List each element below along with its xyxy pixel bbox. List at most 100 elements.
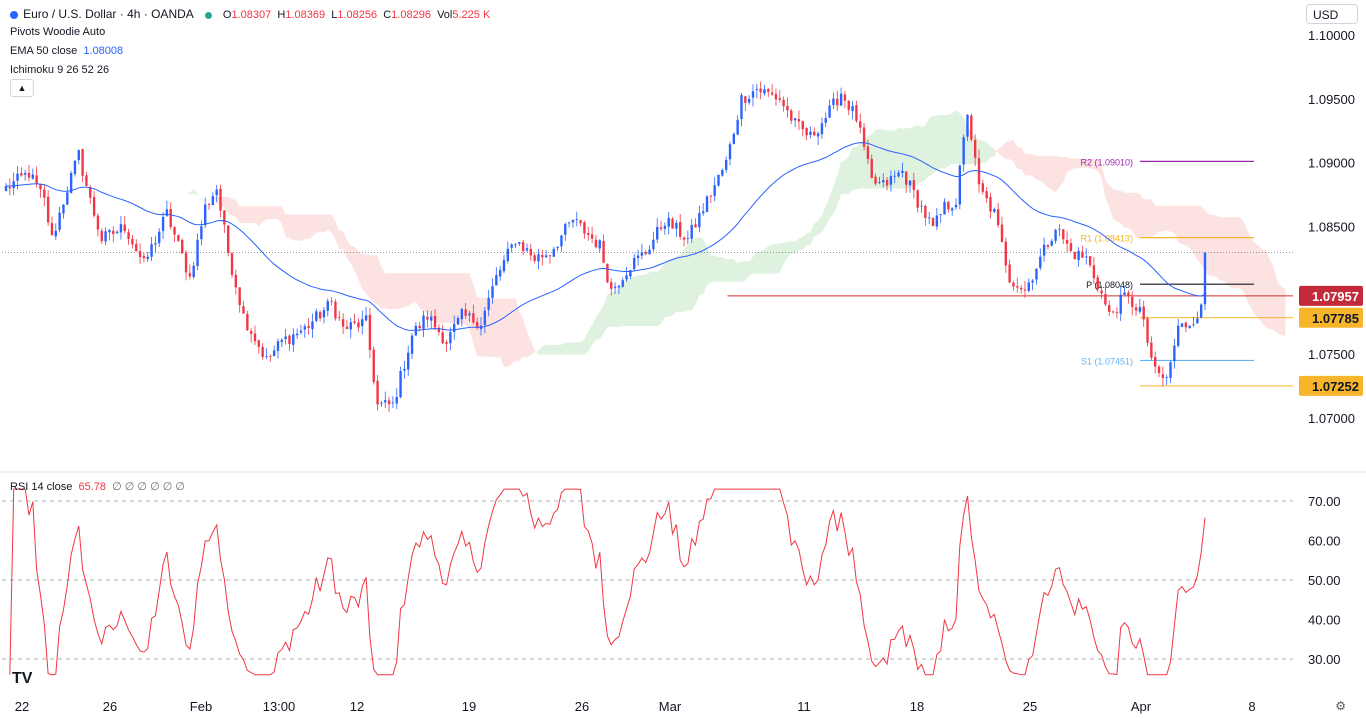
- candle-body: [1192, 324, 1195, 326]
- candle-body: [882, 180, 885, 183]
- candle-body: [1165, 377, 1168, 378]
- ichimoku-cloud-segment: [105, 180, 160, 203]
- candle-body: [349, 322, 352, 330]
- candle-body: [173, 227, 176, 235]
- candle-body: [667, 217, 670, 227]
- symbol-title[interactable]: Euro / U.S. Dollar · 4h · OANDA: [23, 7, 194, 21]
- candle-body: [671, 218, 674, 229]
- candle-body: [395, 397, 398, 404]
- candle-body: [816, 133, 820, 137]
- candle-body: [1023, 289, 1027, 291]
- candle-body: [813, 131, 816, 136]
- candle-body: [169, 209, 172, 228]
- candle-body: [897, 172, 900, 177]
- candle-body: [112, 230, 115, 235]
- candle-body: [441, 332, 444, 344]
- candle-body: [502, 260, 506, 272]
- price-axis-tick: 1.07000: [1308, 411, 1355, 426]
- candle-body: [223, 210, 226, 225]
- candle-body: [89, 186, 92, 198]
- candle-body: [475, 322, 479, 328]
- candle-body: [548, 255, 552, 257]
- candle-body: [518, 242, 521, 244]
- candle-body: [514, 244, 517, 246]
- candle-body: [663, 225, 667, 229]
- time-axis-tick: 12: [350, 699, 364, 714]
- candle-body: [1161, 374, 1165, 378]
- candle-body: [449, 332, 452, 344]
- candle-body: [556, 246, 559, 249]
- candle-body: [472, 313, 475, 323]
- candle-body: [1035, 268, 1038, 280]
- symbol-legend[interactable]: Euro / U.S. Dollar · 4h · OANDA O1.08307…: [10, 7, 490, 21]
- candle-body: [935, 215, 939, 227]
- candle-body: [885, 179, 889, 186]
- price-tag-label: 1.07252: [1312, 379, 1359, 394]
- rsi-legend[interactable]: RSI 14 close 65.78 ∅ ∅ ∅ ∅ ∅ ∅: [10, 481, 185, 493]
- candle-body: [583, 222, 586, 234]
- candle-body: [276, 341, 280, 351]
- candle-body: [23, 173, 27, 175]
- candle-body: [184, 252, 188, 273]
- candle-body: [154, 243, 157, 245]
- candle-body: [855, 105, 858, 121]
- currency-selector[interactable]: USD: [1306, 4, 1358, 24]
- candle-body: [1173, 345, 1176, 362]
- candle-body: [1154, 357, 1157, 367]
- candle-body: [763, 89, 766, 94]
- candle-body: [215, 189, 218, 196]
- candle-body: [705, 196, 709, 212]
- tradingview-logo[interactable]: TV: [12, 670, 33, 687]
- candle-body: [200, 226, 203, 240]
- candle-body: [238, 287, 241, 306]
- time-axis-tick: 26: [575, 699, 589, 714]
- candle-body: [893, 175, 896, 177]
- candle-body: [357, 322, 360, 328]
- candle-body: [1169, 362, 1172, 378]
- candle-body: [20, 173, 23, 176]
- candle-body: [196, 239, 199, 267]
- candle-body: [866, 146, 870, 159]
- candle-body: [797, 119, 801, 122]
- candle-body: [1188, 325, 1191, 329]
- candle-body: [261, 346, 264, 358]
- candle-body: [66, 192, 69, 205]
- candle-body: [96, 215, 100, 230]
- gear-icon[interactable]: ⚙: [1335, 699, 1346, 713]
- candle-body: [1054, 229, 1057, 241]
- candle-body: [939, 214, 942, 216]
- candle-body: [433, 316, 437, 328]
- candle-body: [587, 233, 590, 236]
- candle-body: [878, 181, 881, 183]
- indicator-ema[interactable]: EMA 50 close 1.08008: [10, 45, 124, 57]
- time-axis-tick: 19: [462, 699, 476, 714]
- time-axis-tick: 11: [797, 699, 811, 714]
- candle-body: [537, 254, 540, 262]
- candle-body: [759, 88, 762, 93]
- candle-body: [54, 230, 57, 237]
- indicator-pivots[interactable]: Pivots Woodie Auto: [10, 26, 106, 38]
- candle-body: [1088, 256, 1092, 266]
- candle-body: [1050, 240, 1053, 246]
- candle-body: [521, 242, 525, 251]
- candle-body: [1157, 366, 1161, 373]
- candle-body: [744, 96, 747, 103]
- candle-body: [4, 186, 8, 192]
- candle-body: [43, 189, 46, 198]
- candle-body: [39, 184, 42, 190]
- market-open-icon: [204, 11, 212, 19]
- candle-body: [391, 402, 395, 404]
- price-tag: [1299, 307, 1363, 328]
- indicator-ichimoku[interactable]: Ichimoku 9 26 52 26: [10, 64, 110, 76]
- candle-body: [801, 121, 804, 130]
- price-axis-tick: 1.10000: [1308, 28, 1355, 43]
- candle-body: [1199, 304, 1203, 318]
- candle-body: [770, 92, 774, 95]
- ichimoku-cloud-segment: [534, 110, 995, 355]
- candle-body: [123, 224, 126, 232]
- candle-body: [625, 275, 628, 280]
- candle-body: [701, 211, 705, 214]
- collapse-legend-button[interactable]: ▲: [10, 79, 34, 97]
- candle-body: [1027, 282, 1030, 291]
